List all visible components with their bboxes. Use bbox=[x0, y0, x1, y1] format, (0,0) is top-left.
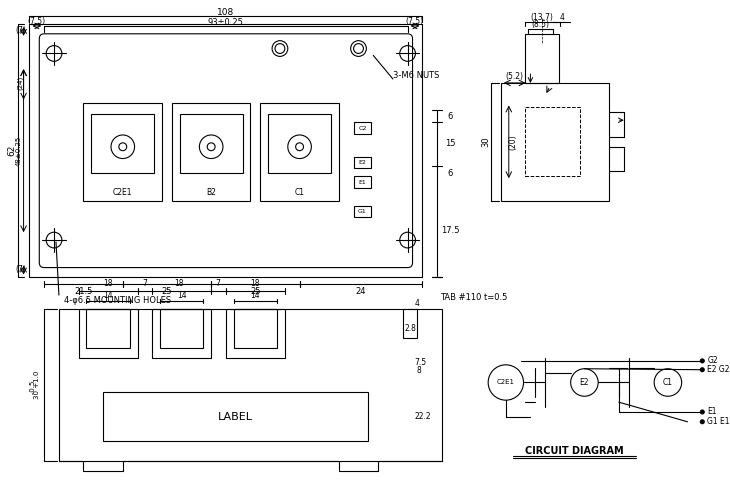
Text: 108: 108 bbox=[218, 8, 234, 17]
Text: E1: E1 bbox=[358, 180, 366, 184]
Text: 4: 4 bbox=[559, 13, 564, 21]
Text: (8.5): (8.5) bbox=[531, 20, 549, 29]
Circle shape bbox=[700, 420, 704, 424]
Bar bbox=[261, 102, 339, 201]
Text: E2 G2: E2 G2 bbox=[707, 365, 730, 374]
Bar bbox=[353, 122, 372, 134]
Text: C2E1: C2E1 bbox=[113, 188, 133, 198]
Bar bbox=[86, 309, 130, 348]
Circle shape bbox=[700, 359, 704, 363]
Bar bbox=[180, 114, 242, 173]
Text: 7: 7 bbox=[142, 279, 147, 288]
Text: C1: C1 bbox=[663, 378, 673, 387]
Bar bbox=[160, 309, 204, 348]
Text: 30: 30 bbox=[482, 137, 491, 147]
Text: 4: 4 bbox=[415, 300, 420, 308]
Text: 4-φ6.5 MOUNTING HOLES: 4-φ6.5 MOUNTING HOLES bbox=[64, 297, 171, 305]
Bar bbox=[59, 309, 442, 461]
Text: G1: G1 bbox=[358, 209, 366, 214]
Bar bbox=[353, 157, 372, 168]
Text: (5.2): (5.2) bbox=[506, 72, 523, 81]
Text: 24: 24 bbox=[356, 286, 366, 296]
Text: 6: 6 bbox=[447, 169, 453, 178]
Text: 14: 14 bbox=[103, 290, 113, 300]
Text: CIRCUIT DIAGRAM: CIRCUIT DIAGRAM bbox=[526, 446, 624, 456]
Text: 30 +1.0: 30 +1.0 bbox=[34, 370, 40, 399]
Text: LABEL: LABEL bbox=[218, 412, 253, 422]
Text: 48±0.25: 48±0.25 bbox=[15, 136, 22, 166]
Circle shape bbox=[700, 410, 704, 414]
Text: 18: 18 bbox=[174, 279, 183, 288]
Text: (7): (7) bbox=[15, 265, 26, 274]
Bar bbox=[353, 206, 372, 218]
Text: 62: 62 bbox=[7, 145, 16, 156]
Bar bbox=[153, 309, 211, 358]
Text: C2: C2 bbox=[358, 125, 366, 131]
Text: G1 E1: G1 E1 bbox=[707, 417, 730, 427]
Text: C1: C1 bbox=[295, 188, 304, 198]
Text: 8: 8 bbox=[416, 366, 420, 375]
Text: 25: 25 bbox=[162, 286, 172, 296]
Bar bbox=[91, 114, 154, 173]
Text: 14: 14 bbox=[250, 290, 260, 300]
Text: B2: B2 bbox=[207, 188, 216, 198]
Text: 17.5: 17.5 bbox=[441, 226, 459, 235]
Text: 2.8: 2.8 bbox=[404, 324, 417, 333]
Text: 25: 25 bbox=[250, 286, 261, 296]
Bar bbox=[103, 392, 369, 442]
Text: 21.5: 21.5 bbox=[74, 286, 93, 296]
Bar bbox=[268, 114, 331, 173]
Text: 15: 15 bbox=[445, 139, 455, 148]
Text: 22.2: 22.2 bbox=[414, 412, 431, 421]
Text: (20): (20) bbox=[508, 134, 518, 150]
Text: (24): (24) bbox=[16, 76, 23, 90]
Circle shape bbox=[700, 368, 704, 372]
Bar bbox=[83, 102, 162, 201]
Text: E1: E1 bbox=[707, 407, 717, 416]
Text: 93±0.25: 93±0.25 bbox=[208, 18, 244, 26]
Bar bbox=[501, 83, 609, 201]
Bar bbox=[526, 34, 559, 83]
Bar bbox=[526, 107, 580, 176]
Text: C2E1: C2E1 bbox=[497, 380, 515, 386]
Text: E2: E2 bbox=[580, 378, 589, 387]
Bar bbox=[403, 309, 418, 338]
Text: 3-M6 NUTS: 3-M6 NUTS bbox=[393, 71, 439, 80]
Bar bbox=[353, 176, 372, 188]
Text: (13.7): (13.7) bbox=[531, 13, 553, 21]
Bar bbox=[226, 309, 285, 358]
Bar bbox=[79, 309, 137, 358]
Text: -0.5: -0.5 bbox=[31, 380, 36, 401]
Text: 7.5: 7.5 bbox=[415, 358, 426, 367]
Text: TAB #110 t=0.5: TAB #110 t=0.5 bbox=[440, 292, 507, 302]
Text: G2: G2 bbox=[707, 356, 718, 366]
Text: (7.5): (7.5) bbox=[405, 17, 423, 25]
Text: (7.5): (7.5) bbox=[27, 17, 45, 25]
Text: 14: 14 bbox=[177, 290, 187, 300]
Text: 6: 6 bbox=[447, 112, 453, 121]
Text: 18: 18 bbox=[250, 279, 260, 288]
Text: (7): (7) bbox=[15, 26, 26, 35]
Text: E2: E2 bbox=[358, 160, 366, 165]
Bar bbox=[234, 309, 277, 348]
Bar bbox=[172, 102, 250, 201]
Text: 7: 7 bbox=[215, 279, 220, 288]
Text: 18: 18 bbox=[103, 279, 113, 288]
